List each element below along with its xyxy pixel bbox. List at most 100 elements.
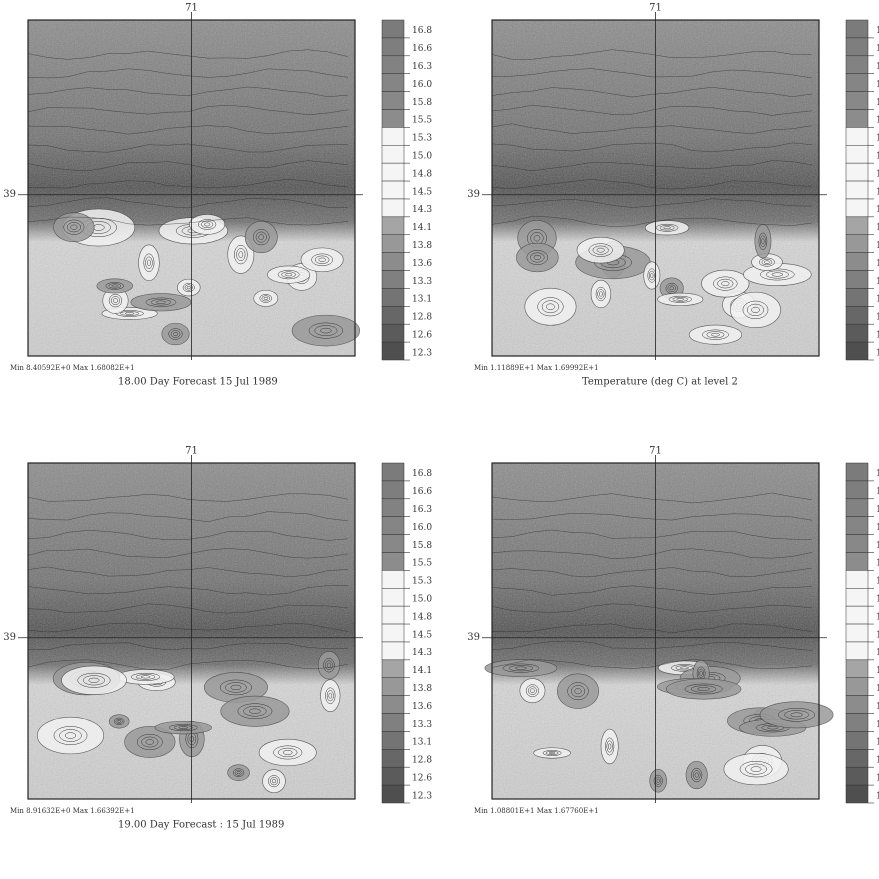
- stats-label: Min 8.40592E+0 Max 1.68082E+1: [10, 364, 135, 372]
- contour-line: [27, 143, 349, 153]
- contour-line: [323, 657, 335, 673]
- contour-line: [746, 303, 765, 317]
- colorbar-label: 13.6: [412, 702, 432, 712]
- colorbar-cell: [381, 605, 405, 625]
- contour-line: [27, 86, 349, 98]
- contour-line: [606, 740, 613, 753]
- contour-line: [259, 294, 273, 303]
- contour-line: [542, 750, 562, 756]
- contour-line: [605, 737, 615, 756]
- contour-line: [238, 251, 244, 258]
- colorbar-label: 15.0: [876, 152, 879, 162]
- contour-blob: [161, 322, 190, 346]
- colorbar-label: 15.0: [412, 595, 432, 605]
- contour-line: [491, 623, 813, 634]
- contour-line: [491, 160, 813, 172]
- colorbar-label: 12.6: [876, 773, 879, 783]
- colorbar-cell: [845, 252, 869, 271]
- contour-line: [113, 717, 125, 726]
- colorbar-cell: [381, 216, 405, 235]
- colorbar-label: 15.3: [876, 577, 879, 587]
- colorbar-cell: [381, 641, 405, 661]
- colorbar-label: 15.3: [876, 134, 879, 144]
- contour-blob: [96, 278, 133, 294]
- contour-line: [27, 566, 349, 577]
- colorbar-cell: [845, 234, 869, 253]
- contour-line: [27, 603, 349, 614]
- colorbar-cell: [845, 462, 869, 482]
- contour-line: [27, 216, 349, 226]
- colorbar-cell: [381, 288, 405, 307]
- contour-line: [236, 771, 241, 775]
- caption: 18.00 Day Forecast 15 Jul 1989: [118, 377, 278, 388]
- colorbar-cell: [381, 623, 405, 643]
- colorbar-label: 14.3: [412, 205, 432, 215]
- colorbar-label: 13.1: [876, 295, 879, 305]
- contour-line: [758, 257, 775, 267]
- colorbar-label: 12.8: [412, 756, 432, 766]
- colorbar-cell: [845, 323, 869, 343]
- contour-line: [88, 677, 100, 683]
- contour-line: [252, 228, 270, 246]
- contour-line: [27, 585, 349, 596]
- contour-line: [173, 725, 193, 730]
- contour-line: [702, 329, 729, 340]
- contour-blob: [590, 279, 612, 309]
- contour-blob: [36, 716, 105, 755]
- contour-line: [491, 87, 813, 98]
- contour-line: [328, 692, 333, 699]
- contour-line: [491, 529, 813, 540]
- colorbar-label: 14.5: [412, 187, 432, 197]
- contour-line: [320, 327, 332, 334]
- contour-blob: [176, 278, 201, 297]
- contour-line: [784, 710, 809, 720]
- contour-line: [669, 286, 674, 291]
- colorbar-label: 16.8: [412, 469, 432, 479]
- colorbar-cell: [845, 623, 869, 643]
- colorbar-label: 14.5: [876, 187, 879, 197]
- colorbar-label: 16.0: [412, 80, 432, 90]
- contour-line: [706, 331, 725, 339]
- colorbar-label: 15.8: [876, 98, 879, 108]
- contour-line: [491, 123, 813, 135]
- contour-line: [541, 300, 560, 314]
- colorbar-label: 14.3: [412, 648, 432, 658]
- contour-blob: [262, 769, 286, 794]
- contour-line: [675, 665, 694, 671]
- contour-blob: [685, 760, 708, 790]
- colorbar-cell: [845, 288, 869, 307]
- side-label: 39: [467, 189, 480, 200]
- contour-line: [778, 708, 816, 722]
- contour-line: [27, 160, 349, 172]
- contour-line: [232, 768, 245, 777]
- contour-line: [27, 197, 349, 209]
- contour-line: [533, 235, 541, 242]
- contour-line: [679, 666, 689, 670]
- colorbar-label: 14.8: [412, 612, 432, 622]
- colorbar-cell: [381, 341, 405, 361]
- colorbar-label: 13.3: [876, 277, 879, 287]
- colorbar-label: 15.5: [412, 559, 432, 569]
- colorbar-cell: [381, 91, 405, 110]
- contour-line: [713, 276, 738, 291]
- contour-line: [141, 736, 159, 748]
- colorbar-cell: [845, 91, 869, 110]
- contour-line: [27, 548, 349, 559]
- colorbar-label: 16.3: [412, 505, 432, 515]
- stats-label: Min 1.08801E+1 Max 1.67760E+1: [474, 807, 599, 815]
- contour-line: [790, 712, 803, 718]
- colorbar-label: 15.5: [876, 116, 879, 126]
- colorbar-label: 13.3: [876, 720, 879, 730]
- colorbar-cell: [381, 162, 405, 182]
- contour-blob: [244, 221, 278, 254]
- colorbar-cell: [845, 677, 869, 696]
- contour-line: [271, 779, 277, 784]
- contour-line: [277, 270, 300, 280]
- contour-blob: [138, 244, 160, 282]
- colorbar-label: 13.3: [412, 720, 432, 730]
- contour-line: [697, 687, 710, 691]
- contour-blob: [576, 236, 625, 264]
- contour-blob: [300, 247, 344, 273]
- colorbar-label: 16.8: [876, 469, 879, 479]
- colorbar-label: 13.1: [876, 738, 879, 748]
